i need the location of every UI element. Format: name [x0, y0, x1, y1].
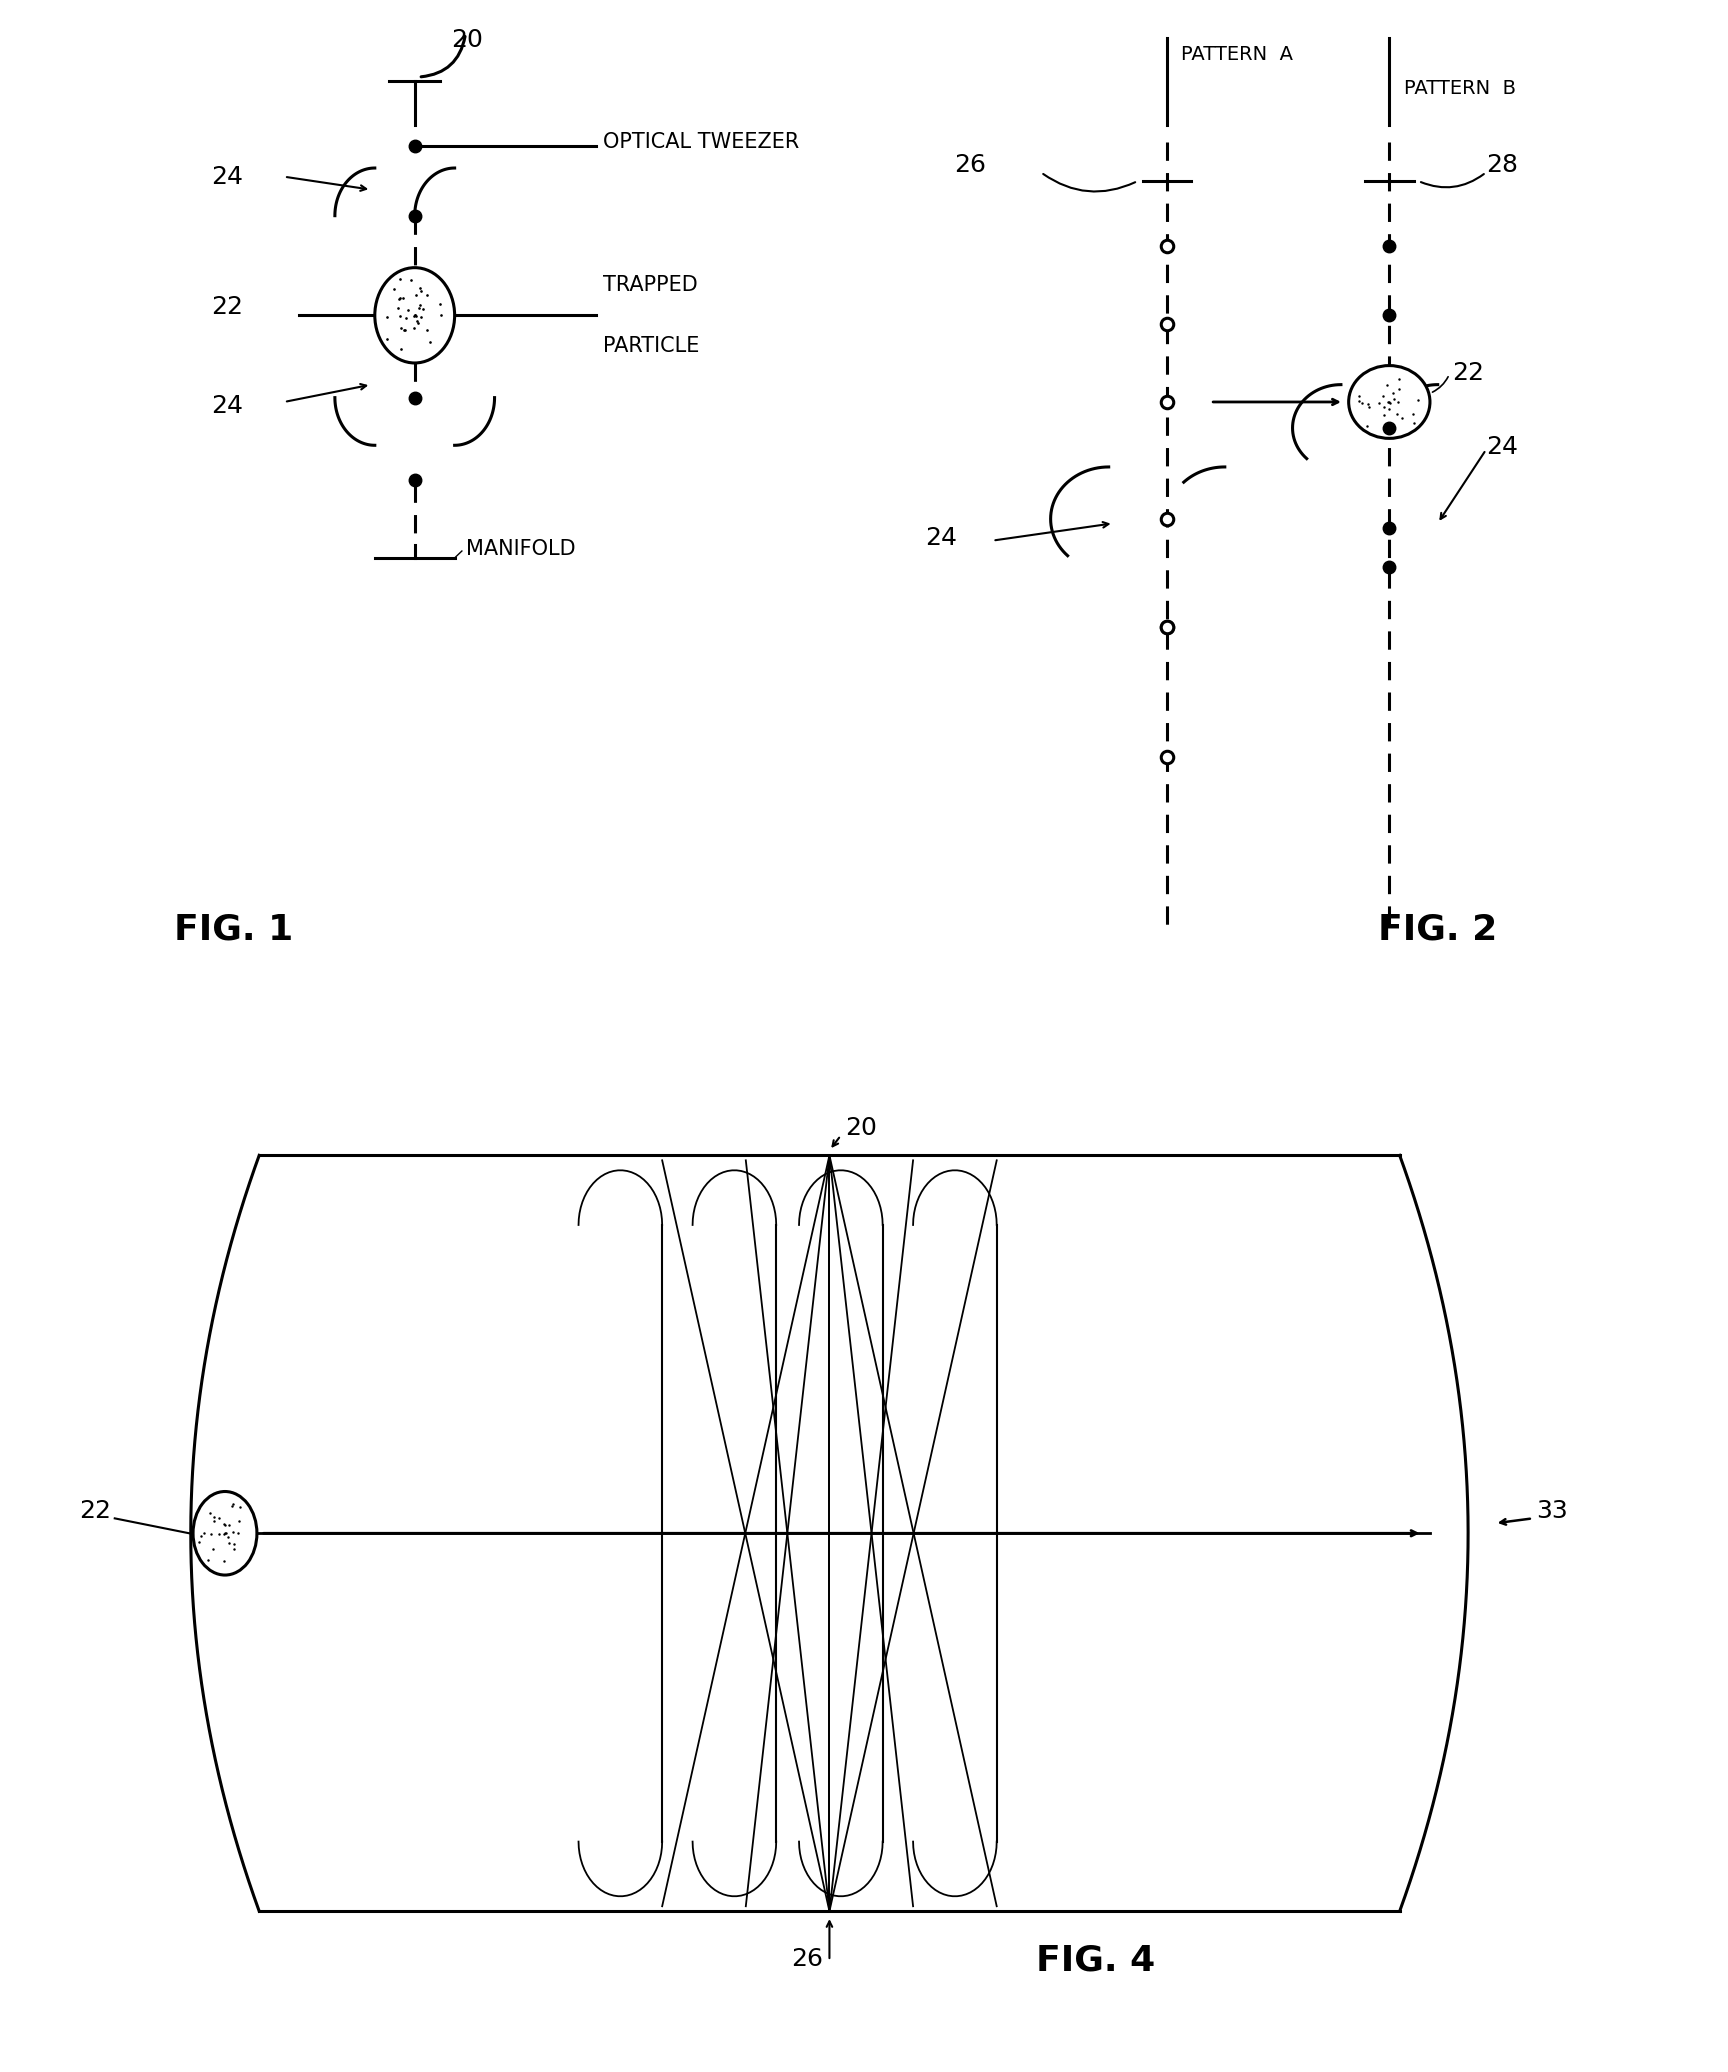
- Circle shape: [1348, 365, 1431, 439]
- Text: 22: 22: [1452, 361, 1484, 385]
- Text: FIG. 4: FIG. 4: [1035, 1944, 1156, 1979]
- Text: 28: 28: [1486, 153, 1519, 178]
- Text: 20: 20: [845, 1117, 876, 1140]
- Text: PARTICLE: PARTICLE: [603, 336, 700, 356]
- Text: 24: 24: [211, 164, 244, 189]
- Text: 20: 20: [451, 27, 482, 52]
- Text: 22: 22: [211, 294, 244, 319]
- Text: FIG. 2: FIG. 2: [1377, 912, 1498, 947]
- Text: FIG. 1: FIG. 1: [173, 912, 294, 947]
- Circle shape: [194, 1492, 257, 1575]
- Text: 24: 24: [211, 394, 244, 419]
- Text: PATTERN  B: PATTERN B: [1403, 79, 1515, 97]
- Text: TRAPPED: TRAPPED: [603, 276, 698, 294]
- Text: 26: 26: [954, 153, 987, 178]
- Text: MANIFOLD: MANIFOLD: [465, 539, 575, 559]
- Text: 26: 26: [791, 1948, 823, 1970]
- Text: OPTICAL TWEEZER: OPTICAL TWEEZER: [603, 133, 800, 151]
- Text: PATTERN  A: PATTERN A: [1182, 46, 1293, 64]
- Circle shape: [375, 267, 454, 363]
- Text: 24: 24: [1486, 435, 1519, 460]
- Text: 24: 24: [924, 526, 957, 549]
- Text: 22: 22: [79, 1500, 111, 1523]
- Text: 33: 33: [1536, 1500, 1569, 1523]
